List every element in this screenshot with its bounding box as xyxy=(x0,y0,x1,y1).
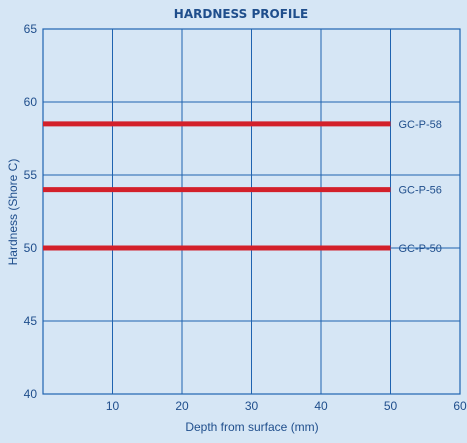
x-tick-label: 40 xyxy=(314,399,328,413)
tick-labels: 10 20 30 40 50 60 40 45 50 55 60 65 xyxy=(24,22,467,413)
grid xyxy=(42,28,461,395)
chart-title: HARDNESS PROFILE xyxy=(174,7,308,21)
x-tick-label: 60 xyxy=(453,399,467,413)
series-lines xyxy=(43,121,391,251)
y-tick-label: 50 xyxy=(24,241,38,255)
x-tick-label: 20 xyxy=(175,399,189,413)
y-tick-label: 65 xyxy=(24,22,38,36)
y-tick-label: 45 xyxy=(24,314,38,328)
y-axis-label: Hardness (Shore C) xyxy=(6,159,20,266)
series-label-gc-p-56: GC-P-56 xyxy=(399,185,442,197)
x-axis-label: Depth from surface (mm) xyxy=(185,420,318,434)
x-tick-label: 50 xyxy=(384,399,398,413)
series-labels: GC-P-58 GC-P-56 GC-P-50 xyxy=(399,119,442,255)
x-tick-label: 30 xyxy=(245,399,259,413)
y-tick-label: 60 xyxy=(24,95,38,109)
series-label-gc-p-50: GC-P-50 xyxy=(399,243,442,255)
y-tick-label: 40 xyxy=(24,387,38,401)
y-tick-label: 55 xyxy=(24,168,38,182)
x-tick-label: 10 xyxy=(106,399,120,413)
series-label-gc-p-58: GC-P-58 xyxy=(399,119,442,131)
